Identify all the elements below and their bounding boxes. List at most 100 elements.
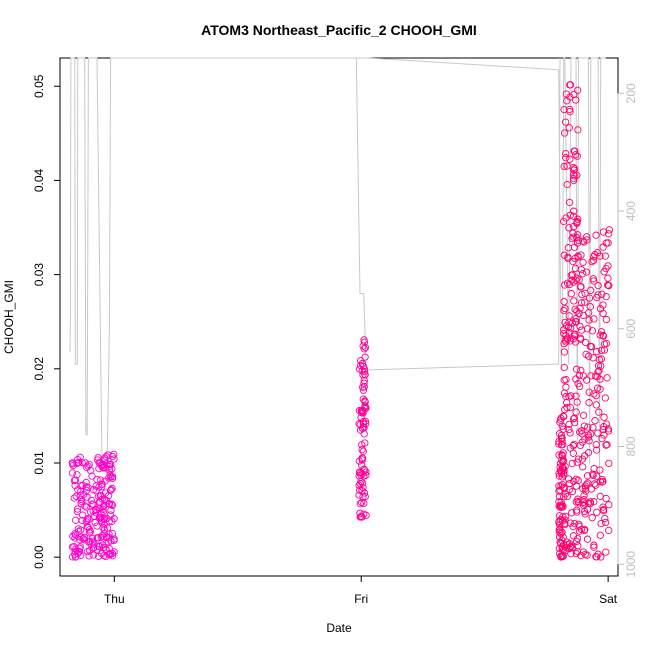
- data-point: [598, 290, 606, 298]
- data-point: [575, 309, 583, 318]
- data-point: [88, 472, 96, 480]
- data-point: [556, 525, 564, 533]
- data-point: [110, 515, 118, 523]
- data-point: [572, 96, 580, 104]
- data-point: [604, 230, 613, 238]
- data-point: [577, 299, 586, 307]
- data-point: [74, 525, 82, 533]
- data-point: [99, 505, 107, 513]
- data-point: [588, 257, 596, 266]
- data-point: [68, 469, 77, 477]
- data-point: [602, 441, 610, 449]
- pressure-line: [69, 57, 606, 482]
- data-point: [590, 315, 598, 323]
- data-point: [566, 337, 575, 345]
- data-point: [96, 476, 105, 484]
- data-point: [590, 480, 599, 488]
- data-point: [93, 546, 102, 554]
- x-axis-label: Date: [326, 621, 352, 635]
- data-point: [579, 311, 588, 320]
- data-point: [574, 215, 582, 223]
- data-point: [355, 472, 363, 480]
- data-point: [108, 501, 117, 509]
- y-tick-label: 0.00: [32, 545, 46, 569]
- y2-tick-label: 1000: [624, 551, 638, 578]
- data-point: [360, 489, 369, 497]
- data-point: [356, 500, 364, 508]
- data-point: [98, 541, 107, 549]
- data-point: [580, 238, 588, 246]
- data-point: [592, 231, 600, 239]
- data-point: [77, 491, 85, 499]
- data-point: [71, 531, 80, 539]
- data-point: [555, 498, 563, 506]
- data-point: [360, 379, 368, 387]
- data-point: [601, 518, 610, 527]
- data-point: [555, 430, 564, 438]
- data-point: [356, 479, 364, 488]
- data-point: [589, 256, 598, 265]
- data-point: [101, 489, 110, 497]
- data-point: [98, 532, 106, 540]
- data-point: [577, 366, 585, 375]
- data-point: [100, 525, 109, 534]
- data-point: [108, 552, 117, 560]
- data-point: [72, 492, 80, 500]
- data-point: [108, 529, 117, 538]
- data-point: [81, 459, 89, 467]
- data-point: [593, 348, 601, 356]
- data-point: [596, 252, 604, 260]
- data-point: [561, 304, 569, 313]
- data-point: [572, 408, 580, 416]
- data-point: [560, 485, 568, 493]
- data-point: [597, 328, 606, 336]
- data-point: [561, 462, 569, 471]
- data-point: [571, 305, 579, 314]
- data-point: [101, 454, 109, 462]
- data-point: [108, 465, 116, 473]
- data-point: [602, 548, 610, 556]
- data-point: [560, 339, 568, 348]
- data-point: [605, 526, 613, 535]
- data-point: [565, 485, 574, 494]
- data-point: [580, 526, 589, 535]
- data-point: [599, 301, 607, 309]
- data-point: [358, 445, 366, 454]
- data-point: [596, 331, 604, 339]
- data-point: [566, 403, 575, 412]
- data-point: [593, 293, 601, 302]
- data-point: [601, 394, 609, 402]
- data-point: [562, 154, 570, 162]
- data-point: [593, 472, 601, 480]
- y-tick-label: 0.02: [32, 357, 46, 381]
- data-point: [563, 403, 571, 412]
- data-point: [572, 276, 580, 285]
- data-point: [562, 383, 570, 391]
- pressure-line-connector: [355, 57, 561, 371]
- data-point: [579, 258, 587, 267]
- data-point: [566, 105, 574, 114]
- data-point: [69, 461, 77, 470]
- data-point: [358, 367, 366, 375]
- pressure-series: [69, 57, 606, 482]
- data-point: [110, 536, 118, 545]
- data-point: [585, 388, 593, 396]
- data-point: [584, 423, 592, 431]
- data-point: [590, 543, 598, 551]
- data-point: [565, 545, 573, 553]
- data-point: [569, 176, 578, 185]
- data-point: [594, 368, 602, 376]
- data-point: [570, 207, 578, 215]
- data-point: [78, 511, 87, 519]
- data-point: [108, 474, 117, 483]
- data-point: [358, 487, 366, 495]
- data-point: [91, 518, 99, 527]
- data-point: [102, 539, 110, 548]
- data-point: [599, 309, 607, 318]
- data-point: [568, 271, 577, 279]
- data-point: [586, 342, 595, 351]
- data-point: [555, 528, 563, 536]
- data-point: [575, 276, 583, 284]
- data-point: [580, 498, 588, 506]
- data-point: [604, 274, 612, 282]
